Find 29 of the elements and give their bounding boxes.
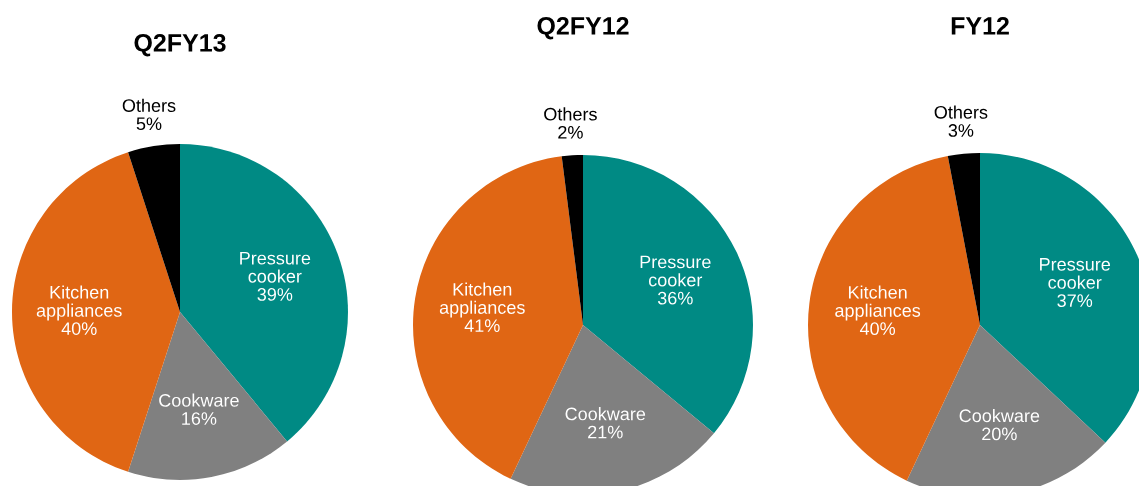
slice-label: Others xyxy=(934,105,988,119)
pie-slice xyxy=(128,312,288,480)
data-label: 39% xyxy=(257,288,293,301)
slice-label: Kitchen appliances xyxy=(439,282,525,318)
slice-label: Cookware xyxy=(565,407,646,421)
chart-title: FY12 xyxy=(951,17,1009,35)
data-label: 40% xyxy=(61,322,97,335)
chart-title: Q2FY12 xyxy=(537,17,629,40)
slice-label: Pressure cooker xyxy=(1040,258,1111,289)
slice-label: Pressure cooker xyxy=(240,251,311,283)
data-label: 2% xyxy=(558,125,583,139)
slice-label: Others xyxy=(122,98,176,112)
data-label: 40% xyxy=(859,322,896,336)
data-label: 5% xyxy=(136,117,162,131)
chart-title: Q2FY13 xyxy=(134,34,226,57)
slice-label: Kitchen appliances xyxy=(36,285,122,321)
slice-label: Pressure cooker xyxy=(640,255,711,287)
data-label: 37% xyxy=(1057,294,1093,307)
data-label: 16% xyxy=(182,412,217,425)
pie-slice xyxy=(128,144,180,312)
slice-label: Cookware xyxy=(959,408,1040,423)
data-label: 36% xyxy=(657,291,693,305)
data-label: 3% xyxy=(948,124,974,137)
slice-label: Others xyxy=(544,107,597,121)
data-label: 20% xyxy=(982,427,1017,441)
slice-label: Kitchen appliances xyxy=(835,285,921,321)
data-label: 41% xyxy=(464,319,500,332)
data-label: 21% xyxy=(588,425,623,439)
slice-label: Cookware xyxy=(159,393,239,407)
